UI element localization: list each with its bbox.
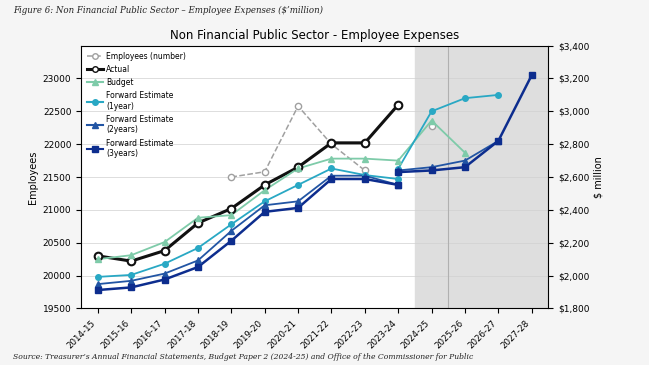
Y-axis label: $ million: $ million	[594, 156, 604, 198]
Title: Non Financial Public Sector - Employee Expenses: Non Financial Public Sector - Employee E…	[170, 29, 459, 42]
Text: Figure 6: Non Financial Public Sector – Employee Expenses ($’million): Figure 6: Non Financial Public Sector – …	[13, 5, 323, 15]
Bar	[415, 46, 548, 308]
Text: Source: Treasurer’s Annual Financial Statements, Budget Paper 2 (2024-25) and Of: Source: Treasurer’s Annual Financial Sta…	[13, 353, 473, 361]
Y-axis label: Employees: Employees	[29, 150, 38, 204]
Legend: Employees (number), Actual, Budget, Forward Estimate
(1year), Forward Estimate
(: Employees (number), Actual, Budget, Forw…	[85, 49, 188, 160]
